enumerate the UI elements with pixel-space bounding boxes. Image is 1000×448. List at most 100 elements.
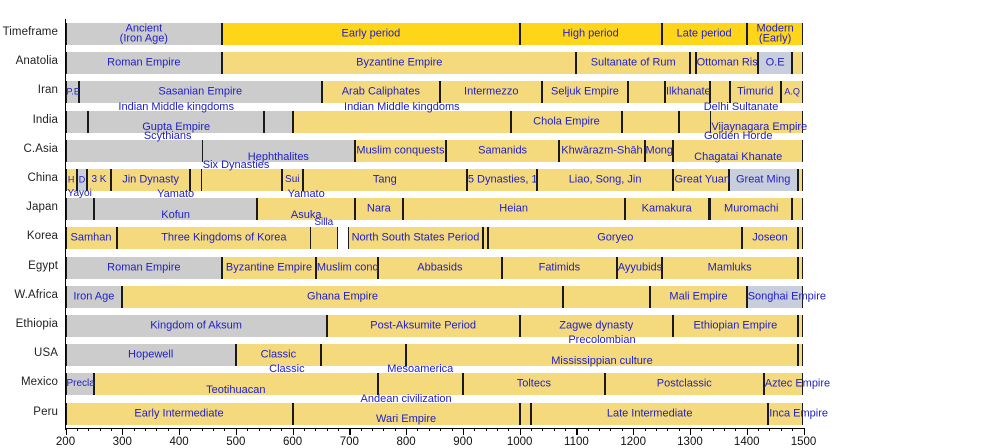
timeline-segment[interactable]	[482, 227, 489, 250]
timeline-segment[interactable]: 3 K	[87, 169, 111, 191]
timeline-segment[interactable]: Early period	[222, 23, 520, 45]
timeline-segment[interactable]	[621, 110, 679, 133]
timeline-segment[interactable]: Zagwe dynasty	[519, 315, 673, 337]
timeline-segment[interactable]: Abbasids	[377, 256, 503, 279]
timeline-segment[interactable]: Kamakura	[624, 198, 709, 221]
timeline-segment[interactable]: Ancient (Iron Age)	[65, 23, 223, 45]
timeline-segment[interactable]: Inca Empire	[768, 402, 828, 425]
timeline-segment[interactable]: Late Intermediate	[531, 402, 769, 425]
timeline-segment[interactable]	[797, 256, 804, 279]
timeline-segment[interactable]	[190, 169, 202, 191]
timeline-segment[interactable]: Yamato	[93, 188, 258, 221]
timeline-segment[interactable]: Silla	[309, 218, 338, 250]
timeline-segment[interactable]: Hephthalites	[201, 139, 355, 162]
timeline-segment[interactable]: Late period	[661, 23, 747, 45]
timeline-segment[interactable]: Sultanate of Rum	[576, 52, 690, 75]
timeline-segment[interactable]: Intermezzo	[440, 81, 543, 104]
timeline-segment[interactable]: Ottoman Rising	[695, 52, 772, 75]
timeline-segment[interactable]	[797, 344, 804, 367]
timeline-segment[interactable]: Sui	[281, 169, 303, 191]
timeline-segment[interactable]	[627, 81, 665, 104]
timeline-segment[interactable]: Tang	[302, 169, 467, 191]
timeline-segment[interactable]: Byzantine Empire	[222, 52, 577, 75]
timeline-segment[interactable]: Aztec Empire	[763, 373, 830, 396]
timeline-segment[interactable]: 5 Dynasties, 10 Kingdoms	[466, 169, 596, 191]
timeline-segment[interactable]: High period	[519, 23, 662, 45]
timeline-segment[interactable]: Post-Aksumite Period	[326, 315, 520, 337]
timeline-segment[interactable]: Joseon	[742, 227, 798, 250]
axis-minor-tick	[474, 427, 476, 432]
timeline-segment[interactable]: Muromachi	[710, 198, 793, 221]
timeline-segment[interactable]: Nara	[355, 198, 403, 221]
timeline-segment[interactable]: Vijaynagara Empire	[710, 110, 807, 133]
timeline-segment[interactable]	[562, 285, 651, 308]
timeline-segment[interactable]: Mesoamerica	[377, 364, 463, 396]
timeline-segment[interactable]: Precolombian	[406, 334, 798, 367]
timeline-segment[interactable]: H	[65, 169, 77, 191]
timeline-segment[interactable]: Muslim conquests	[355, 139, 446, 162]
timeline-segment[interactable]: P.E	[65, 81, 80, 104]
timeline-segment[interactable]: Liao, Song, Jin	[536, 169, 674, 191]
timeline-segment[interactable]: Ghana Empire	[122, 285, 563, 308]
timeline-segment[interactable]: Golden Horde	[672, 130, 804, 162]
timeline-segment[interactable]: Songhai Empire	[746, 285, 826, 308]
timeline-segment[interactable]: Samhan	[65, 227, 117, 250]
timeline-segment[interactable]: Mali Empire	[650, 285, 747, 308]
timeline-segment[interactable]	[797, 227, 804, 250]
timeline-segment[interactable]: Wari Empire	[292, 402, 520, 425]
timeline-segment[interactable]	[792, 52, 804, 75]
timeline-segment[interactable]	[65, 110, 89, 133]
timeline-segment[interactable]: Six Dynasties	[190, 159, 282, 191]
timeline-segment[interactable]: Sasanian Empire	[79, 81, 322, 104]
timeline-segment[interactable]	[792, 198, 804, 221]
timeline-segment[interactable]	[709, 81, 730, 104]
timeline-segment[interactable]: A.Q	[780, 81, 804, 104]
timeline-segment[interactable]: Classic	[235, 344, 321, 367]
timeline-segment[interactable]	[264, 110, 293, 133]
timeline-segment[interactable]	[320, 344, 407, 367]
timeline-segment[interactable]: Preclassic	[65, 373, 112, 396]
timeline-segment[interactable]: O.E	[758, 52, 793, 75]
timeline-segment[interactable]: North South States Period	[348, 227, 483, 250]
timeline-segment[interactable]: Roman Empire	[65, 256, 223, 279]
timeline-segment[interactable]: Roman Empire	[65, 52, 223, 75]
timeline-segment[interactable]: Kingdom of Aksum	[65, 315, 327, 337]
timeline-segment[interactable]: Yayoi	[65, 188, 94, 221]
timeline-track: Yayoi Yamato Kofun Yamato Asuka Nara Heian Kama…	[65, 188, 804, 221]
timeline-segment[interactable]: Great Yuan	[673, 169, 730, 191]
timeline-segment[interactable]: Mamluks	[661, 256, 798, 279]
timeline-segment[interactable]: Ilkhanate	[664, 81, 711, 104]
timeline-segment[interactable]: Great Ming	[728, 169, 798, 191]
timeline-segment[interactable]: Early Intermediate	[65, 402, 293, 425]
timeline-segment[interactable]: Mongols	[644, 139, 687, 162]
timeline-segment[interactable]: Muslim conquests	[315, 256, 405, 279]
timeline-segment[interactable]: Arab Caliphates	[321, 81, 441, 104]
timeline-segment[interactable]: Chola Empire	[511, 110, 622, 133]
timeline-segment[interactable]: Heian	[402, 198, 625, 221]
timeline-segment[interactable]: Indian Middle kingdoms	[88, 101, 265, 133]
timeline-segment[interactable]: Seljuk Empire	[542, 81, 628, 104]
timeline-segment[interactable]: Fatimids	[502, 256, 617, 279]
timeline-segment[interactable]: Yamato	[257, 188, 356, 221]
timeline-segment[interactable]: Ayyubids	[616, 256, 662, 279]
timeline-segment[interactable]	[797, 169, 804, 191]
timeline-segment[interactable]: Toltecs	[462, 373, 605, 396]
timeline-segment[interactable]: D	[76, 169, 88, 191]
timeline-segment[interactable]: Teotihuacan	[93, 373, 378, 396]
timeline-segment[interactable]: Modern (Early)	[746, 23, 804, 45]
timeline-segment[interactable]: Indian Middle kingdoms	[292, 101, 512, 133]
timeline-segment[interactable]	[519, 402, 531, 425]
timeline-segment[interactable]: Byzantine Empire	[222, 256, 316, 279]
timeline-segment[interactable]: Jin Dynasty	[110, 169, 191, 191]
timeline-segment[interactable]: Three Kingdoms of Korea	[116, 227, 332, 250]
timeline-segment[interactable]: Hopewell	[65, 344, 236, 367]
timeline-segment[interactable]	[689, 52, 696, 75]
timeline-segment[interactable]: Postclassic	[604, 373, 764, 396]
timeline-segment[interactable]: Samanids	[445, 139, 560, 162]
timeline-segment[interactable]: Khwārazm-Shāh	[559, 139, 645, 162]
timeline-segment[interactable]	[797, 315, 804, 337]
timeline-segment[interactable]: Goryeo	[488, 227, 743, 250]
timeline-segment[interactable]: Iron Age	[65, 285, 123, 308]
timeline-segment[interactable]: Timurid	[729, 81, 781, 104]
timeline-segment[interactable]: Ethiopian Empire	[672, 315, 798, 337]
